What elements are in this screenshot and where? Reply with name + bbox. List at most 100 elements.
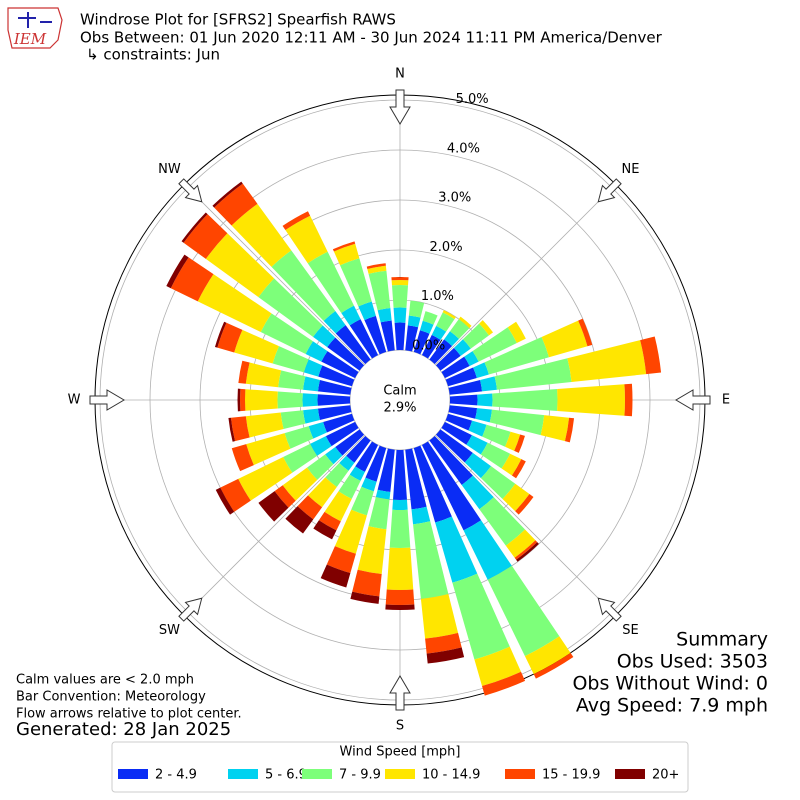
bar-segment [215,487,235,515]
bar-segment [341,305,361,326]
bar-segment [624,383,633,417]
bar-segment [391,280,409,286]
bar-segment [335,429,365,456]
bar-segment [425,632,462,654]
bar-segment [541,320,588,358]
bar-segment [282,211,311,231]
calm-circle [351,351,449,449]
bar-segment [351,486,374,516]
bar-segment [324,491,352,522]
bar-segment [377,308,392,323]
bar-segment [246,433,291,466]
bar-segment [386,547,414,590]
bar-segment [332,241,356,252]
logo-text: IEM [13,30,47,48]
bar-segment [475,408,492,423]
bar-segment [277,391,303,409]
compass-label: SE [622,623,638,638]
bar-segment [413,521,449,599]
bar-segment [339,455,355,471]
bar-segment [405,325,419,352]
bar-segment [238,456,293,501]
note-line: Bar Convention: Meteorology [16,690,206,705]
bar-segment [501,453,522,476]
compass-label: NE [622,162,640,177]
compass-arrow [597,597,622,622]
bar-segment [420,594,459,639]
bar-segment [464,452,492,479]
bar-segment [421,441,482,531]
summary-line: Avg Speed: 7.9 mph [576,695,768,717]
constraints: ↳ constraints: Jun [86,46,220,64]
bar-segment [448,405,478,419]
bar-segment [302,393,318,407]
bar-segment [505,431,521,451]
bar-segment [228,417,236,442]
bar-segment [449,319,470,339]
bar-segment [327,337,365,371]
bar-segment [391,284,409,308]
bar-segment [278,370,306,390]
bar-segment [462,323,489,349]
bar-segment [260,313,313,354]
bar-segment [335,325,371,365]
bar-segment [340,258,372,307]
bar-segment [487,565,560,657]
bar-segment [231,444,254,472]
bar-segment [285,506,314,534]
spoke [184,435,365,616]
bar-segment [429,435,473,485]
bar-segment [505,529,536,558]
logo: IEM [7,7,63,49]
bar-segment [477,393,493,407]
bar-segment [394,322,406,351]
bar-segment [274,485,296,508]
bar-segment [258,491,289,522]
bar-segment [212,181,243,208]
bar-segment [367,265,387,274]
bar-segment [333,243,360,266]
bar-segment [323,413,355,433]
compass-label: S [396,719,404,734]
bar-segment [480,376,497,392]
generated: Generated: 28 Jan 2025 [16,719,231,740]
calm-value: 2.9% [383,401,416,416]
bar-segment [183,214,228,259]
bar-segment [514,434,525,453]
bar-segment [482,671,526,696]
bar-segment [282,467,318,501]
bar-segment [357,526,387,575]
bar-segment [318,365,355,387]
bar-segment [317,394,351,406]
bar-segment [364,315,387,355]
compass-arrow [389,675,411,711]
bar-segment [472,327,517,362]
bar-segment [389,509,411,548]
compass-arrow [89,389,125,411]
compass-label: SW [159,623,180,638]
spoke [184,184,365,365]
bar-segment [441,356,470,379]
bar-segment [431,325,447,340]
bar-segment [413,445,452,523]
bar-segment [313,520,337,540]
bar-segment [334,509,367,554]
bar-segment [484,336,549,375]
legend-swatch [385,769,415,779]
bar-segment [494,358,572,390]
bar-segment [507,321,526,344]
bar-segment [413,330,430,355]
bar-segment [303,359,323,377]
bar-segment [317,380,352,395]
bar-segment [271,250,336,321]
bar-segment [205,233,275,298]
bar-segment [479,497,526,546]
bar-segment [230,416,250,442]
calm-title: Calm [383,384,416,399]
bar-segment [516,542,539,562]
bar-segment [464,351,479,367]
bar-segment [365,445,387,482]
bar-segment [355,441,379,472]
bar-segment [350,591,380,604]
bar-segment [280,410,306,430]
